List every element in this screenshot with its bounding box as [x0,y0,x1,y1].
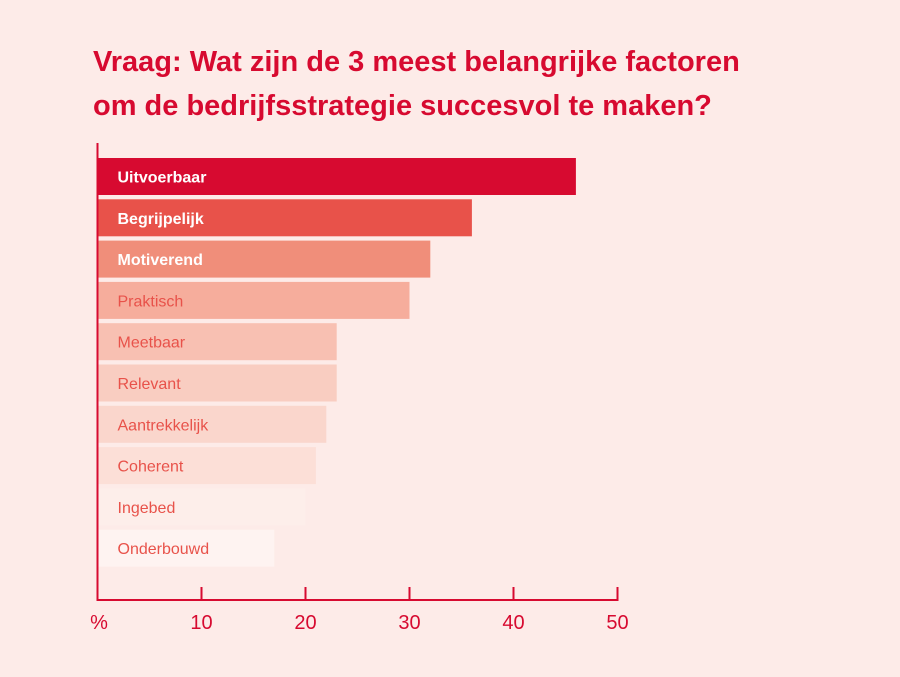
x-tick-label: 50 [606,612,628,634]
bar-aantrekkelijk [97,405,327,443]
x-tick-label: 30 [398,612,420,634]
x-axis-unit-label: % [90,612,108,634]
bar-ingebed [97,488,306,526]
bar-coherent [97,447,316,485]
bar-meetbaar [97,323,337,361]
bar-label: Begrijpelijk [118,211,204,228]
bar-motiverend [97,240,431,278]
title-line-1: Vraag: Wat zijn de 3 meest belangrijke f… [93,46,740,78]
chart-title: Vraag: Wat zijn de 3 meest belangrijke f… [93,40,873,128]
bar-label: Motiverend [118,252,203,269]
x-tick-label: 20 [294,612,316,634]
bar-label: Coherent [118,459,184,476]
bar-relevant [97,364,337,402]
bar-onderbouwd [97,529,275,567]
bar-label: Praktisch [118,293,184,310]
bar-praktisch [97,281,410,319]
bar-label: Meetbaar [118,335,186,352]
bar-label: Uitvoerbaar [118,170,207,187]
bar-uitvoerbaar [97,158,576,195]
x-tick-label: 10 [190,612,212,634]
title-line-2: om de bedrijfsstrategie succesvol te mak… [93,90,712,122]
bar-label: Relevant [118,376,182,393]
x-tick-label: 40 [502,612,524,634]
bar-label: Onderbouwd [118,541,210,558]
bar-label: Aantrekkelijk [118,417,210,434]
bar-label: Ingebed [118,500,176,517]
bar-begrijpelijk [97,199,472,237]
